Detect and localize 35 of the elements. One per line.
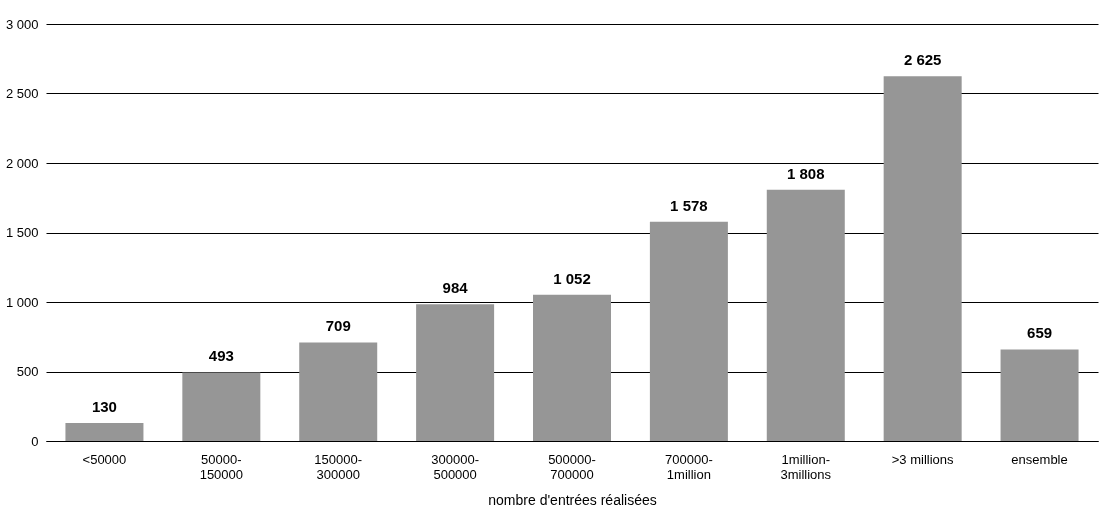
y-tick-label: 0 — [31, 433, 39, 449]
data-label: 1 052 — [553, 269, 591, 287]
x-tick-label: <50000 — [82, 451, 127, 467]
data-label: 2 625 — [903, 51, 942, 69]
data-label: 130 — [91, 397, 117, 415]
bar — [65, 422, 144, 441]
data-label: 984 — [442, 279, 469, 297]
bar — [649, 221, 728, 441]
bar — [533, 294, 611, 441]
bar — [766, 189, 845, 441]
y-tick-label: 1 500 — [5, 225, 39, 240]
data-label: 493 — [208, 347, 234, 365]
x-axis-title: nombre d'entrées réalisées — [488, 491, 657, 508]
bar — [299, 342, 378, 441]
x-tick-label: ensemble — [1011, 451, 1068, 467]
data-label: 1 808 — [787, 164, 825, 182]
y-tick-label: 3 000 — [5, 16, 39, 32]
bar — [416, 304, 495, 441]
x-tick-label: 500000-700000 — [548, 451, 596, 482]
y-tick-label: 500 — [16, 364, 39, 379]
data-label: 659 — [1027, 324, 1053, 342]
bar — [883, 76, 962, 441]
x-tick-label: 300000-500000 — [431, 451, 479, 482]
x-tick-label: 150000-300000 — [314, 451, 363, 482]
y-tick-label: 2 000 — [5, 155, 39, 171]
data-label: 709 — [325, 317, 351, 335]
data-label: 1 578 — [670, 196, 708, 214]
x-tick-label: 1million-3millions — [780, 451, 832, 482]
x-tick-label: 700000-1million — [665, 451, 713, 482]
x-tick-label: 50000-150000 — [199, 451, 244, 482]
y-tick-label: 1 000 — [5, 294, 39, 310]
bar — [182, 372, 261, 441]
bar — [1000, 349, 1079, 441]
x-tick-label: >3 millions — [891, 451, 955, 467]
y-tick-label: 2 500 — [5, 86, 39, 101]
